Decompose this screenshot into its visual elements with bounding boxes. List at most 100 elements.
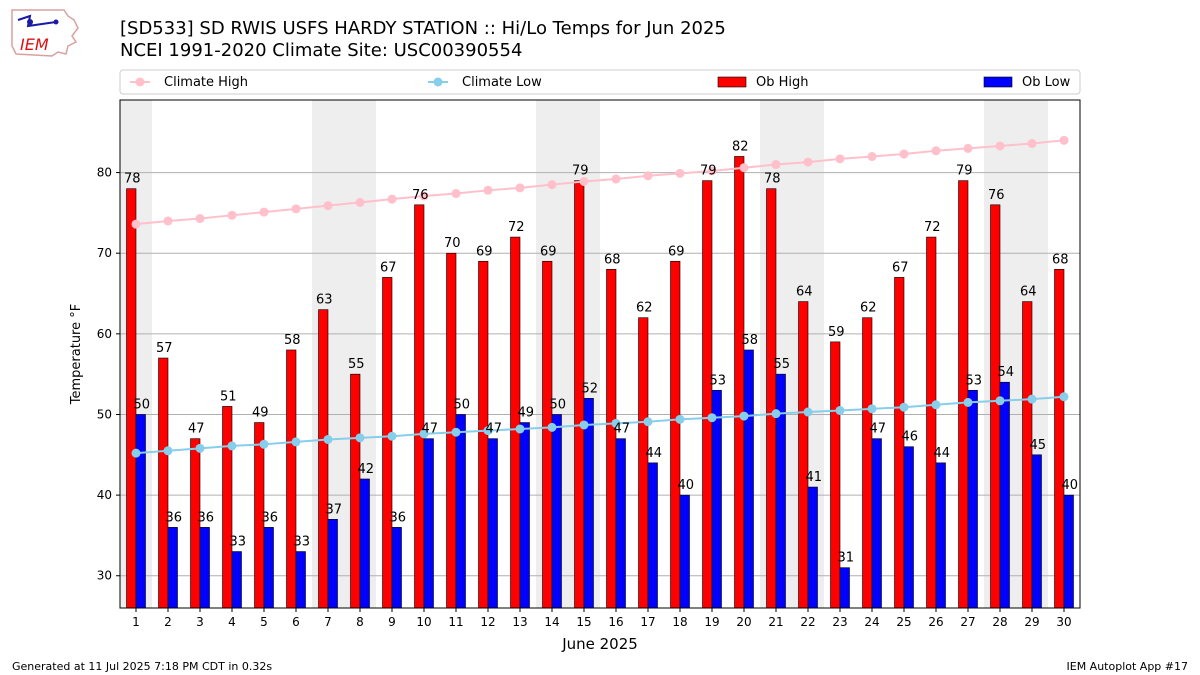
ob-low-label: 40 (677, 478, 694, 493)
climate-high-point (419, 191, 429, 201)
ob-high-label: 58 (284, 333, 301, 348)
ob-low-label: 47 (421, 422, 438, 437)
climate-low-point (387, 431, 397, 441)
ob-high-bar (158, 357, 169, 609)
climate-high-point (739, 163, 749, 173)
ob-high-label: 82 (732, 139, 749, 154)
x-tick-label: 30 (1056, 615, 1071, 629)
ob-low-label: 36 (197, 510, 214, 525)
climate-high-point (387, 194, 397, 204)
x-tick-label: 4 (228, 615, 236, 629)
ob-low-label: 47 (613, 422, 630, 437)
ob-low-label: 49 (517, 406, 534, 421)
climate-low-point (675, 414, 685, 424)
ob-high-bar (606, 269, 617, 609)
x-tick-label: 5 (260, 615, 268, 629)
x-tick-label: 1 (132, 615, 140, 629)
ob-low-bar (1063, 494, 1074, 609)
climate-high-point (227, 210, 237, 220)
x-tick-label: 2 (164, 615, 172, 629)
climate-low-point (259, 439, 269, 449)
ob-high-label: 55 (348, 357, 365, 372)
ob-high-bar (830, 341, 841, 609)
climate-low-point (867, 404, 877, 414)
x-tick-label: 24 (864, 615, 879, 629)
climate-high-point (931, 146, 941, 156)
ob-high-bar (670, 260, 681, 609)
ob-high-bar (414, 204, 425, 609)
x-tick-label: 22 (800, 615, 815, 629)
iem-logo: IEM (11, 9, 79, 57)
ob-high-bar (222, 406, 233, 609)
x-axis-label: June 2025 (561, 635, 638, 653)
climate-high-point (1059, 135, 1069, 145)
ob-low-bar (871, 438, 882, 609)
y-axis-label: Temperature °F (69, 304, 84, 405)
ob-high-bar (1022, 301, 1033, 609)
ob-low-label: 36 (165, 510, 182, 525)
climate-low-point (195, 443, 205, 453)
ob-high-label: 49 (252, 406, 269, 421)
climate-high-point (483, 185, 493, 195)
ob-high-label: 78 (124, 172, 141, 187)
climate-high-point (291, 204, 301, 214)
climate-low-point (643, 417, 653, 427)
x-tick-label: 15 (576, 615, 591, 629)
ob-high-bar (382, 277, 393, 609)
climate-high-point (675, 168, 685, 178)
ob-high-bar (510, 236, 521, 609)
ob-high-label: 57 (156, 341, 173, 356)
x-tick-label: 27 (960, 615, 975, 629)
climate-high-point (323, 201, 333, 211)
ob-high-bar (702, 180, 713, 609)
ob-low-label: 47 (485, 422, 502, 437)
climate-low-point (483, 426, 493, 436)
ob-high-label: 79 (700, 164, 717, 179)
climate-low-point (611, 418, 621, 428)
ob-low-bar (903, 446, 914, 609)
legend-ob-low-label: Ob Low (1022, 75, 1071, 90)
climate-high-point (515, 183, 525, 193)
ob-low-label: 53 (965, 373, 982, 388)
y-axis: 30 40 50 60 70 80 (97, 166, 120, 583)
climate-high-point (995, 141, 1005, 151)
ob-high-bar (862, 317, 873, 609)
ob-low-label: 36 (389, 510, 406, 525)
ob-low-label: 50 (549, 397, 566, 412)
ob-low-bar (135, 414, 146, 609)
ob-low-bar (711, 389, 722, 609)
ob-low-bar (423, 438, 434, 609)
climate-low-point (515, 424, 525, 434)
climate-low-point (835, 405, 845, 415)
ob-low-label: 33 (293, 535, 310, 550)
climate-high-point (611, 174, 621, 184)
climate-low-point (131, 448, 141, 458)
ob-low-bar (967, 389, 978, 609)
y-tick-label: 80 (97, 166, 112, 180)
ob-high-bar (638, 317, 649, 609)
x-tick-label: 16 (608, 615, 623, 629)
ob-low-label: 44 (933, 446, 950, 461)
legend-ob-low-swatch (983, 76, 1013, 88)
ob-high-label: 79 (956, 164, 973, 179)
ob-low-bar (839, 567, 850, 609)
x-tick-label: 6 (292, 615, 300, 629)
ob-high-bar (990, 204, 1001, 609)
climate-high-point (803, 157, 813, 167)
climate-high-point (259, 207, 269, 217)
ob-high-label: 47 (188, 422, 205, 437)
ob-high-label: 68 (1052, 252, 1069, 267)
ob-high-label: 78 (764, 172, 781, 187)
ob-high-bar (766, 188, 777, 609)
legend-box (119, 69, 1081, 95)
ob-low-bar (615, 438, 626, 609)
title-line-2: NCEI 1991-2020 Climate Site: USC00390554 (120, 40, 523, 61)
climate-high-point (867, 151, 877, 161)
x-tick-label: 11 (448, 615, 463, 629)
climate-high-point (899, 149, 909, 159)
ob-low-bar (519, 422, 530, 609)
ob-low-bar (359, 478, 370, 609)
climate-low-line (135, 395, 1065, 455)
climate-high-point (1027, 139, 1037, 149)
y-tick-label: 30 (97, 569, 112, 583)
